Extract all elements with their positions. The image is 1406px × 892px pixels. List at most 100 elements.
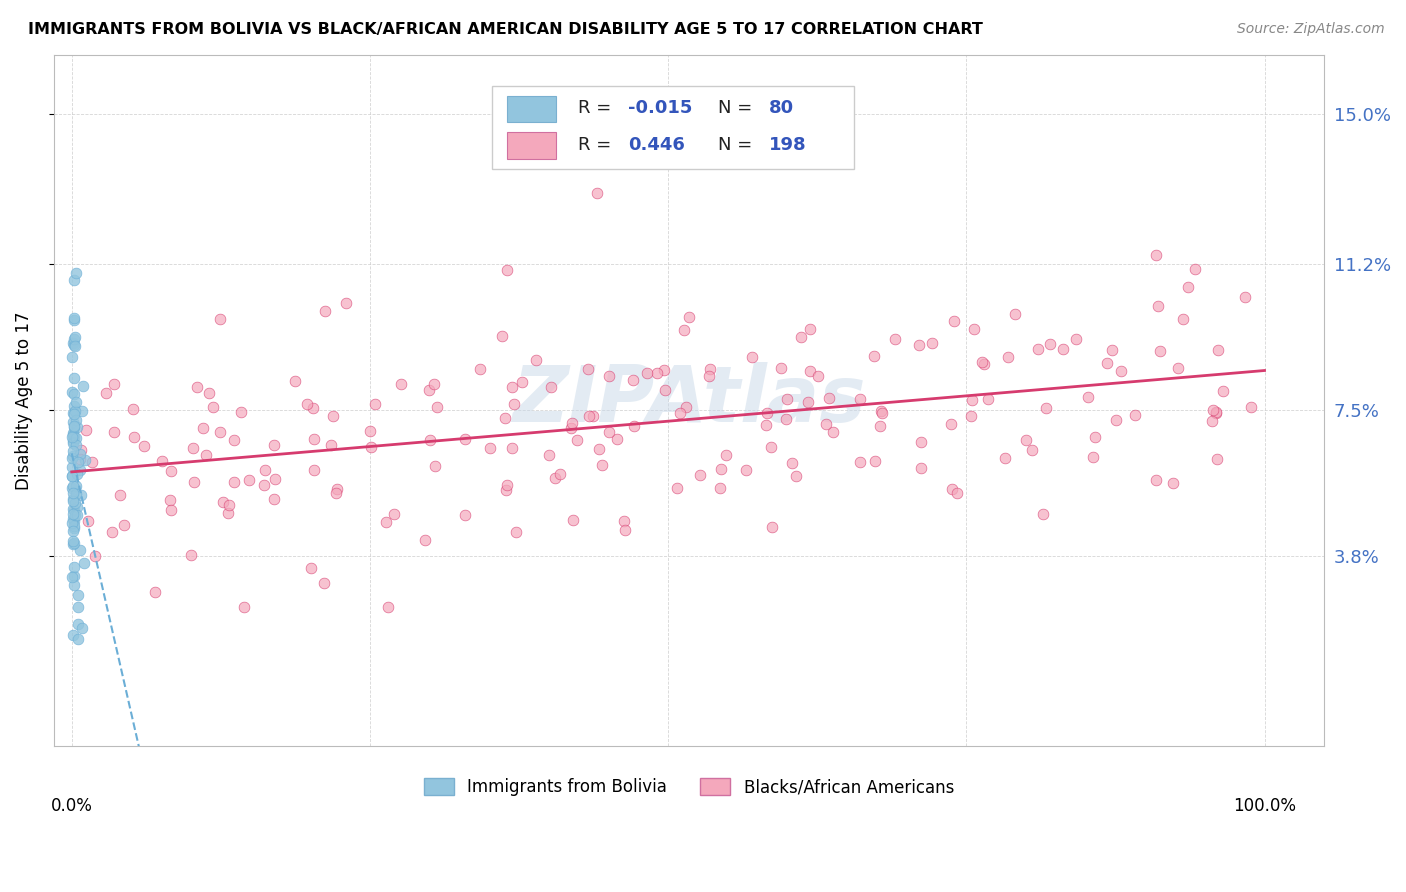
- Point: [526, 353, 548, 368]
- Point: [181, 442, 204, 456]
- Point: [849, 392, 872, 406]
- Point: [150, 454, 173, 468]
- Point: [939, 417, 962, 431]
- Point: [1171, 312, 1194, 326]
- Point: [263, 438, 285, 452]
- Point: [335, 296, 357, 310]
- Point: [960, 409, 983, 423]
- Point: [1147, 299, 1170, 313]
- Point: [505, 524, 527, 539]
- Text: 100.0%: 100.0%: [1233, 797, 1296, 814]
- Point: [1101, 343, 1123, 358]
- Text: R =: R =: [578, 99, 617, 118]
- Point: [870, 406, 893, 420]
- Point: [501, 380, 523, 394]
- Point: [423, 376, 446, 391]
- Point: [62, 310, 84, 325]
- Point: [363, 396, 385, 410]
- Point: [908, 338, 931, 352]
- Point: [63, 370, 86, 384]
- Point: [1205, 405, 1227, 419]
- Point: [418, 383, 440, 397]
- Point: [761, 520, 783, 534]
- Point: [70, 622, 93, 636]
- Point: [1021, 442, 1043, 457]
- Point: [212, 495, 235, 509]
- Point: [548, 467, 571, 482]
- Point: [304, 432, 326, 446]
- Point: [1123, 408, 1146, 422]
- Point: [254, 463, 277, 477]
- Point: [63, 420, 86, 434]
- Point: [62, 415, 84, 429]
- Point: [198, 386, 221, 401]
- Point: [238, 473, 260, 487]
- Point: [62, 407, 84, 421]
- Point: [863, 349, 886, 363]
- Text: R =: R =: [578, 136, 617, 154]
- Point: [314, 304, 336, 318]
- Point: [63, 503, 86, 517]
- Text: 198: 198: [769, 136, 807, 154]
- Point: [65, 508, 87, 523]
- Point: [942, 314, 965, 328]
- Point: [180, 548, 202, 562]
- Point: [389, 377, 412, 392]
- Point: [538, 448, 561, 462]
- Point: [494, 410, 516, 425]
- Point: [62, 493, 84, 508]
- Point: [63, 337, 86, 351]
- Point: [195, 448, 218, 462]
- Point: [1240, 400, 1263, 414]
- Point: [921, 335, 943, 350]
- Point: [253, 478, 276, 492]
- Point: [62, 273, 84, 287]
- Point: [799, 322, 821, 336]
- Point: [374, 515, 396, 529]
- Point: [1144, 247, 1167, 261]
- Legend: Immigrants from Bolivia, Blacks/African Americans: Immigrants from Bolivia, Blacks/African …: [418, 772, 960, 803]
- Point: [62, 518, 84, 533]
- Point: [645, 366, 668, 380]
- Point: [60, 469, 83, 483]
- Text: N =: N =: [718, 136, 758, 154]
- Point: [426, 401, 449, 415]
- Point: [94, 385, 117, 400]
- Point: [65, 496, 87, 510]
- Point: [814, 417, 837, 431]
- Point: [65, 266, 87, 280]
- Point: [224, 433, 246, 447]
- Point: [621, 373, 644, 387]
- Point: [209, 425, 232, 439]
- Point: [598, 368, 620, 383]
- Point: [62, 502, 84, 516]
- Point: [910, 461, 932, 475]
- Point: [69, 542, 91, 557]
- Point: [63, 559, 86, 574]
- Text: 0.446: 0.446: [628, 136, 685, 154]
- Point: [510, 375, 533, 389]
- Point: [193, 421, 215, 435]
- Point: [560, 421, 582, 435]
- Point: [770, 360, 793, 375]
- Point: [159, 492, 181, 507]
- Point: [869, 418, 891, 433]
- Point: [63, 313, 86, 327]
- Point: [377, 600, 399, 615]
- Point: [103, 425, 125, 440]
- Point: [63, 578, 86, 592]
- Point: [63, 430, 86, 444]
- Point: [636, 366, 658, 380]
- Point: [80, 455, 103, 469]
- Point: [654, 384, 676, 398]
- Point: [1032, 508, 1054, 522]
- Point: [222, 475, 245, 490]
- Text: ZIPAtlas: ZIPAtlas: [512, 362, 866, 438]
- Point: [413, 533, 436, 547]
- Point: [75, 423, 97, 437]
- Point: [325, 482, 347, 496]
- Point: [112, 518, 135, 533]
- Point: [1004, 308, 1026, 322]
- Point: [972, 355, 994, 369]
- Point: [63, 508, 86, 522]
